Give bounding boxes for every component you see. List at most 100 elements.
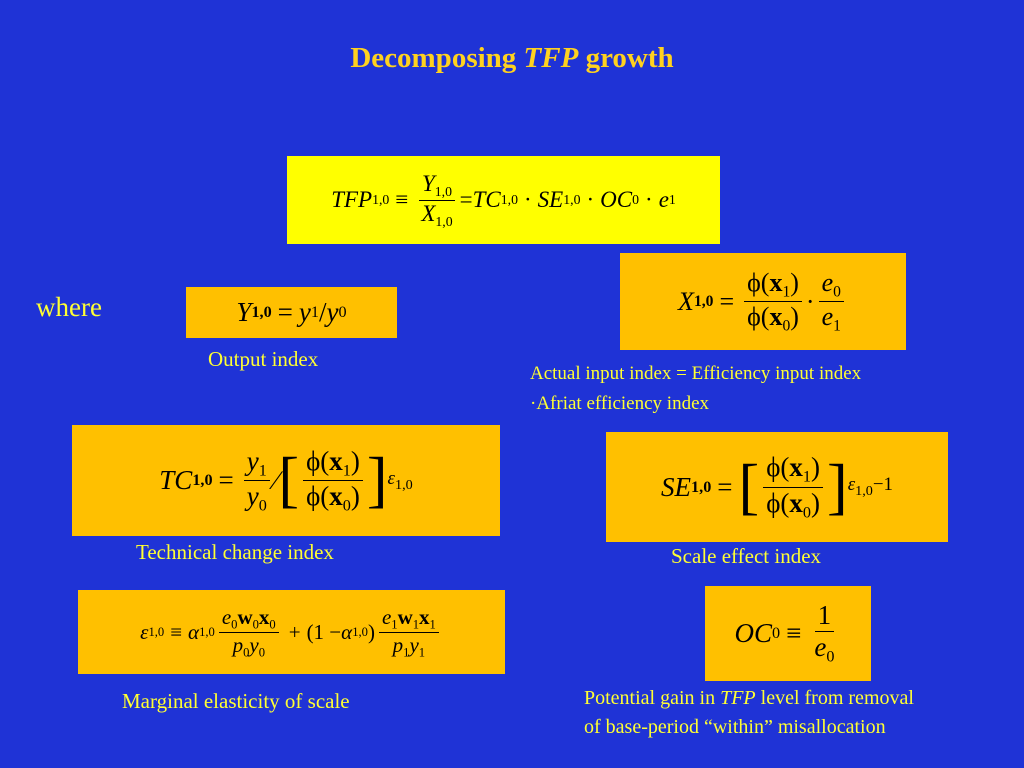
formula-token: y [246,481,259,511]
formula-token: 0 [258,644,265,659]
formula-token: 0 [252,617,259,632]
formula-token: 1,0 [251,303,272,321]
formula-part: ϕ(x0) [744,302,802,335]
formula-token: 0 [243,644,250,659]
formula-token: 1,0 [500,192,518,207]
formula-token: 1 [258,461,267,480]
formula-part: Y1,0 [418,170,455,201]
formula-token: 1,0 [434,183,452,199]
formula-token: x [419,604,430,629]
formula-token: y [246,445,259,476]
formula-part: ε1,0 [388,468,413,494]
formula-token: ϕ( [747,267,770,297]
formula-token: 1 [782,283,791,301]
formula-token: 1 [668,192,676,207]
formula-token: 1,0 [372,192,390,207]
formula-token: 0 [338,303,347,321]
formula-token: 0 [772,624,781,642]
formula-token: · [805,286,815,316]
formula-part: y1 [243,445,270,481]
formula-token: Potential gain in [584,687,716,709]
formula-token: 1,0 [855,482,873,499]
formula-token: · [586,187,595,212]
formula-token: Y [421,170,435,196]
formula-part: ε1,0−1 [848,474,893,500]
formula-token: 1,0 [563,192,581,207]
formula-token: = [459,187,473,212]
caption: Output index [208,347,319,371]
formula-token: x [789,452,803,483]
formula-part: ϕ(x1) [763,452,823,488]
formula-token: e [814,632,827,663]
formula-token: ] [827,452,848,521]
formula-token: 1 [310,303,319,321]
formula-token: OC [734,618,773,648]
formula-token: X [678,286,694,316]
formula-part: ϕ(x1) ϕ(x0) [744,268,802,336]
formula-token: TFP [523,42,579,74]
formula-token: TFP [331,187,373,212]
formula-part: ϕ(x1) [303,446,363,481]
title: Decomposing TFP growth [0,42,1024,75]
formula-part: e0w0x0 [218,604,279,633]
formula-token: 0 [269,617,276,632]
formula-token: = [719,286,735,316]
formula-token: y [298,297,311,327]
formula-token: [ [738,452,760,521]
formula-token: ε [140,619,149,644]
formula-token: SE [537,187,564,212]
formula-token: TC [159,465,193,495]
formula-oc: OC 0 ≡ 1 e0 [705,586,871,681]
formula-token: 1,0 [199,624,215,639]
formula-token: α [341,619,353,644]
formula-token: of base-period “within” misallocation [584,716,886,738]
formula-token: w [237,604,253,629]
formula-part: ϕ(x1) ϕ(x0) [763,452,823,522]
formula-part: e1w1x1 p1y1 [378,604,439,660]
formula-part: ϕ(x1) [744,268,802,302]
formula-tfp: TFP 1,0 ≡ Y1,0 X1,0 = TC 1,0 · SE 1,0 · OC 0 · e 1 [287,156,720,244]
caption: Scale effect index [671,544,822,568]
formula-token: X [421,200,436,226]
formula-token: 1 [342,461,351,480]
formula-token: 1 [391,617,398,632]
formula-token: ε [847,474,856,496]
caption: Actual input index = Efficiency input in… [530,363,862,384]
formula-token: = [277,297,293,327]
formula-token: · [524,187,532,212]
formula-token: ) [367,619,375,644]
formula-token: −1 [872,474,893,496]
formula-token: e [821,302,834,331]
formula-token: 1 [833,317,841,335]
formula-token: 1 [429,617,436,632]
formula-token: ϕ( [306,481,330,511]
caption: Marginal elasticity of scale [122,689,350,713]
formula-part: e1w1x1 [378,604,439,633]
formula-token: = [717,471,733,502]
formula-token: w [397,604,413,629]
formula-token: 0 [342,496,351,515]
formula-token: ϕ( [766,452,790,483]
formula-token: 0 [826,648,835,667]
formula-token: ∕ [273,465,279,495]
caption: ·Afriat efficiency index [530,393,710,414]
formula-token: ) [350,481,360,511]
formula-eps: ε 1,0 ≡ α 1,0 e0w0x0 p0y0 + (1 − α 1,0) e1w1x1 p1… [78,590,505,674]
formula-token: 1 [418,644,426,659]
formula-token: [ [278,446,300,515]
formula-token: 1,0 [691,477,712,496]
formula-token: 0 [258,496,267,515]
formula-token: 1 [412,617,420,632]
formula-part: y0 [244,481,270,515]
formula-part: e0 [811,632,837,666]
formula-token: ≡ [170,619,183,644]
caption: Technical change index [136,540,334,564]
formula-token: y [249,632,259,657]
formula-token: 0 [833,283,841,301]
formula-part: ϕ(x0) [303,481,363,515]
formula-token: 1,0 [435,213,453,229]
formula-token: y [409,632,419,657]
formula-token: ≡ [395,187,409,212]
formula-token: TC [472,187,501,212]
